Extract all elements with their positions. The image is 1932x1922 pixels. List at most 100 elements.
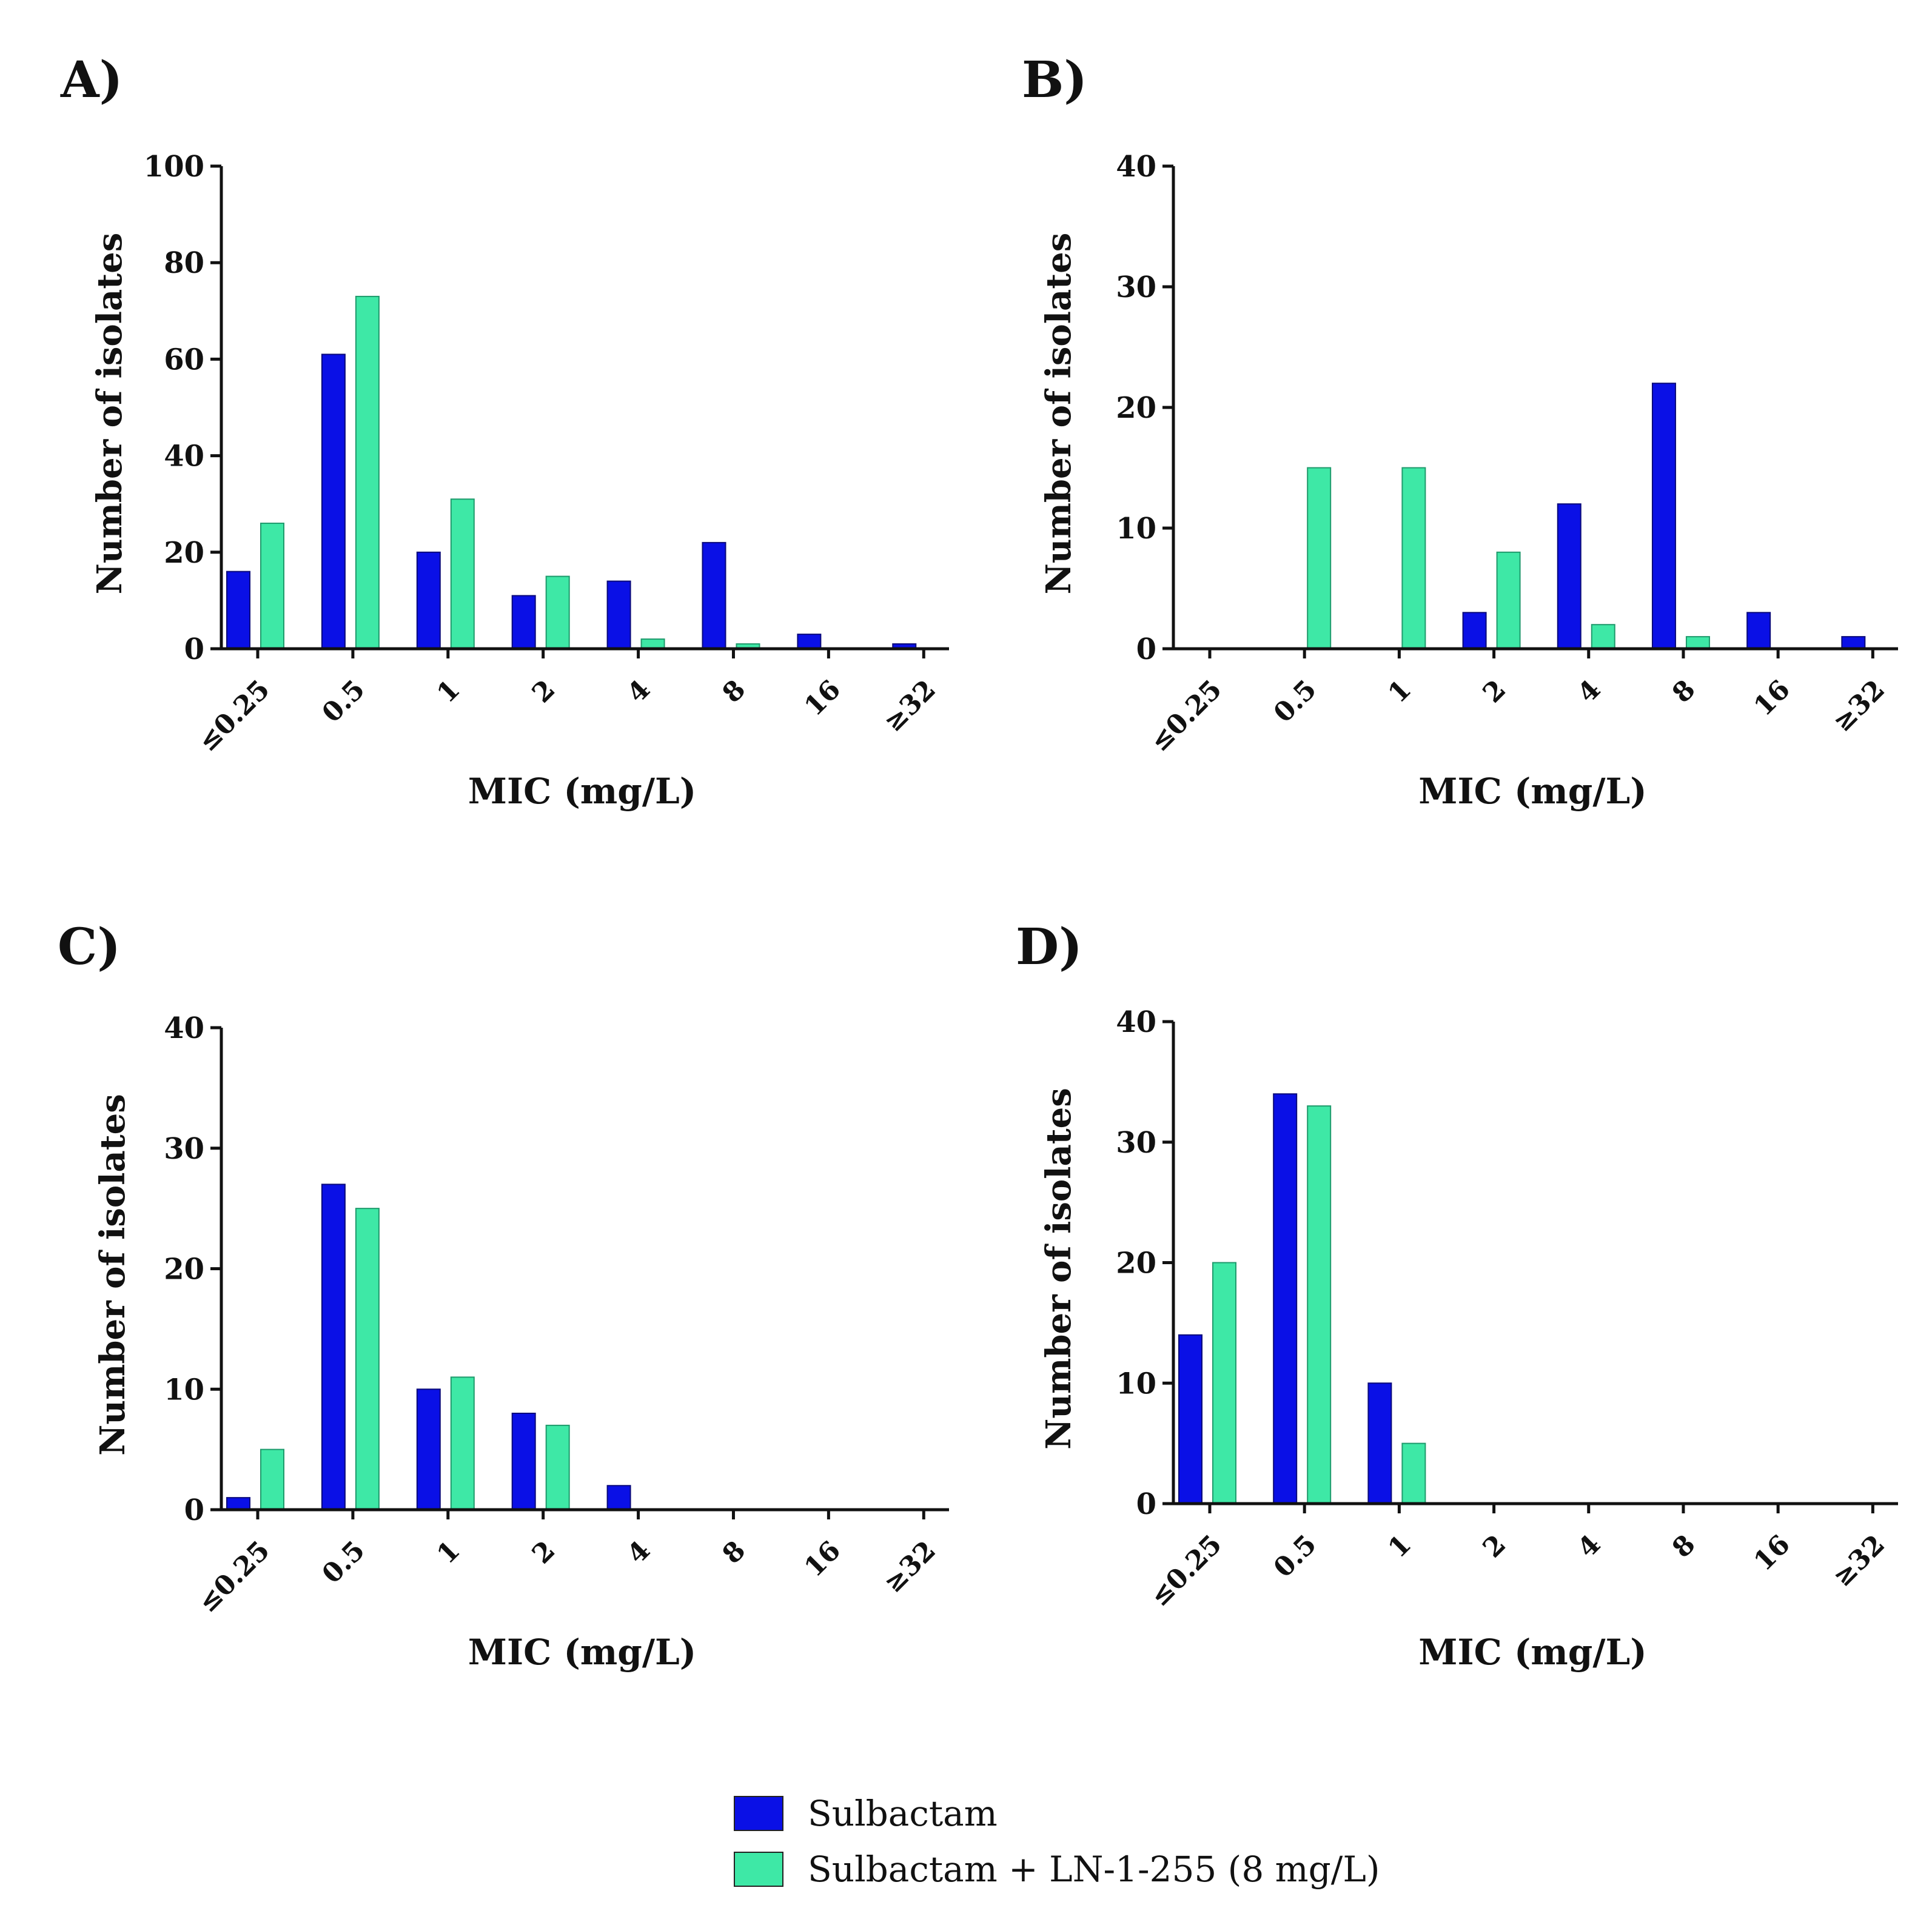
bar-combo-3 <box>545 575 570 649</box>
bar-sulbactam-5 <box>1651 383 1676 649</box>
y-tick-label: 10 <box>1116 1367 1156 1401</box>
x-tick-label: 4 <box>1572 674 1607 709</box>
y-tick-label: 40 <box>164 1011 204 1045</box>
bar-sulbactam-0 <box>226 571 250 650</box>
x-tick-label: 16 <box>799 1535 847 1583</box>
y-tick-label: 30 <box>164 1132 204 1166</box>
bar-sulbactam-3 <box>1462 612 1487 649</box>
x-axis-title: MIC (mg/L) <box>1418 771 1646 812</box>
bar-sulbactam-1 <box>321 1184 346 1510</box>
legend-item-sulbactam: Sulbactam <box>734 1786 1380 1841</box>
bar-sulbactam-7 <box>1841 636 1866 649</box>
y-tick-label: 40 <box>1116 150 1156 184</box>
x-tick-label: 1 <box>431 674 466 709</box>
legend-label-combo: Sulbactam + LN-1-255 (8 mg/L) <box>808 1849 1380 1890</box>
x-tick-label: 1 <box>431 1535 466 1570</box>
bar-sulbactam-6 <box>1746 612 1771 649</box>
bar-sulbactam-6 <box>797 634 822 649</box>
y-tick-label: 20 <box>164 1253 204 1287</box>
x-tick-label: 8 <box>1666 1529 1702 1564</box>
y-tick-label: 30 <box>1116 270 1156 304</box>
bar-combo-2 <box>450 1376 475 1510</box>
y-tick-label: 10 <box>1116 512 1156 546</box>
bar-sulbactam-4 <box>606 580 631 649</box>
x-tick-label: 2 <box>526 674 562 709</box>
bar-combo-2 <box>450 498 475 649</box>
y-axis-title: Number of isolates <box>90 233 130 595</box>
bar-sulbactam-2 <box>416 1388 441 1510</box>
panel-label: C) <box>58 918 121 976</box>
bar-sulbactam-1 <box>321 353 346 649</box>
x-tick-label: ≥32 <box>1827 674 1891 738</box>
y-axis-title: Number of isolates <box>1039 233 1079 595</box>
bar-combo-1 <box>355 1208 380 1510</box>
x-tick-label: 8 <box>717 674 752 709</box>
legend-swatch-sulbactam <box>734 1796 783 1831</box>
bar-combo-0 <box>1212 1262 1236 1504</box>
x-tick-label: 1 <box>1382 1529 1417 1564</box>
y-tick-label: 0 <box>184 632 204 666</box>
x-tick-label: 2 <box>1477 674 1512 709</box>
x-tick-label: 4 <box>622 1535 657 1570</box>
panel-label: B) <box>1022 51 1087 109</box>
x-tick-label: 2 <box>526 1535 562 1570</box>
y-tick-label: 20 <box>1116 391 1156 425</box>
y-axis-title: Number of isolates <box>1039 1088 1079 1450</box>
bar-sulbactam-3 <box>511 595 536 649</box>
x-tick-label: 2 <box>1477 1529 1512 1564</box>
y-tick-label: 20 <box>164 536 204 570</box>
x-tick-label: 4 <box>1572 1529 1607 1564</box>
y-tick-label: 10 <box>164 1373 204 1407</box>
x-tick-label: ≥32 <box>1827 1529 1891 1593</box>
bar-sulbactam-2 <box>1367 1382 1392 1504</box>
x-tick-label: ≤0.25 <box>1144 674 1228 758</box>
y-tick-label: 0 <box>1136 632 1156 666</box>
bar-combo-5 <box>1685 636 1710 649</box>
bar-combo-3 <box>1496 551 1521 649</box>
bar-sulbactam-1 <box>1273 1093 1298 1504</box>
x-tick-label: 0.5 <box>316 1535 371 1590</box>
x-tick-label: 8 <box>1666 674 1702 709</box>
y-tick-label: 60 <box>164 343 204 377</box>
bar-combo-1 <box>1307 467 1332 649</box>
legend-swatch-combo <box>734 1852 783 1887</box>
bar-combo-0 <box>260 1448 284 1510</box>
bar-sulbactam-4 <box>1557 503 1581 650</box>
x-tick-label: 16 <box>1748 1529 1796 1577</box>
legend-item-combo: Sulbactam + LN-1-255 (8 mg/L) <box>734 1841 1380 1897</box>
x-tick-label: ≤0.25 <box>1144 1529 1228 1613</box>
bar-combo-1 <box>1307 1105 1332 1504</box>
bar-combo-2 <box>1401 1442 1426 1504</box>
x-tick-label: 16 <box>799 674 847 722</box>
x-tick-label: ≤0.25 <box>192 674 276 758</box>
panel-label: A) <box>60 51 122 109</box>
x-axis-title: MIC (mg/L) <box>468 771 696 812</box>
x-tick-label: 16 <box>1748 674 1796 722</box>
y-tick-label: 20 <box>1116 1247 1156 1281</box>
x-axis-title: MIC (mg/L) <box>1418 1632 1646 1673</box>
bar-sulbactam-5 <box>702 541 726 649</box>
bar-sulbactam-4 <box>606 1485 631 1510</box>
x-tick-label: 4 <box>622 674 657 709</box>
bar-sulbactam-2 <box>416 551 441 649</box>
bar-combo-0 <box>260 523 284 649</box>
x-tick-label: 1 <box>1382 674 1417 709</box>
y-tick-label: 30 <box>1116 1126 1156 1160</box>
x-tick-label: ≤0.25 <box>192 1535 276 1619</box>
y-tick-label: 40 <box>1116 1005 1156 1039</box>
y-tick-label: 100 <box>144 150 204 184</box>
bar-combo-3 <box>545 1424 570 1510</box>
x-tick-label: ≥32 <box>878 674 942 738</box>
bar-sulbactam-3 <box>511 1413 536 1510</box>
bar-combo-1 <box>355 295 380 650</box>
x-tick-label: 0.5 <box>1268 1529 1323 1584</box>
y-tick-label: 40 <box>164 440 204 474</box>
bar-combo-4 <box>1591 624 1615 649</box>
bar-sulbactam-0 <box>226 1497 250 1510</box>
x-tick-label: 0.5 <box>316 674 371 729</box>
bar-combo-2 <box>1401 467 1426 649</box>
y-tick-label: 0 <box>184 1493 204 1527</box>
x-axis-title: MIC (mg/L) <box>468 1632 696 1673</box>
x-tick-label: 8 <box>717 1535 752 1570</box>
